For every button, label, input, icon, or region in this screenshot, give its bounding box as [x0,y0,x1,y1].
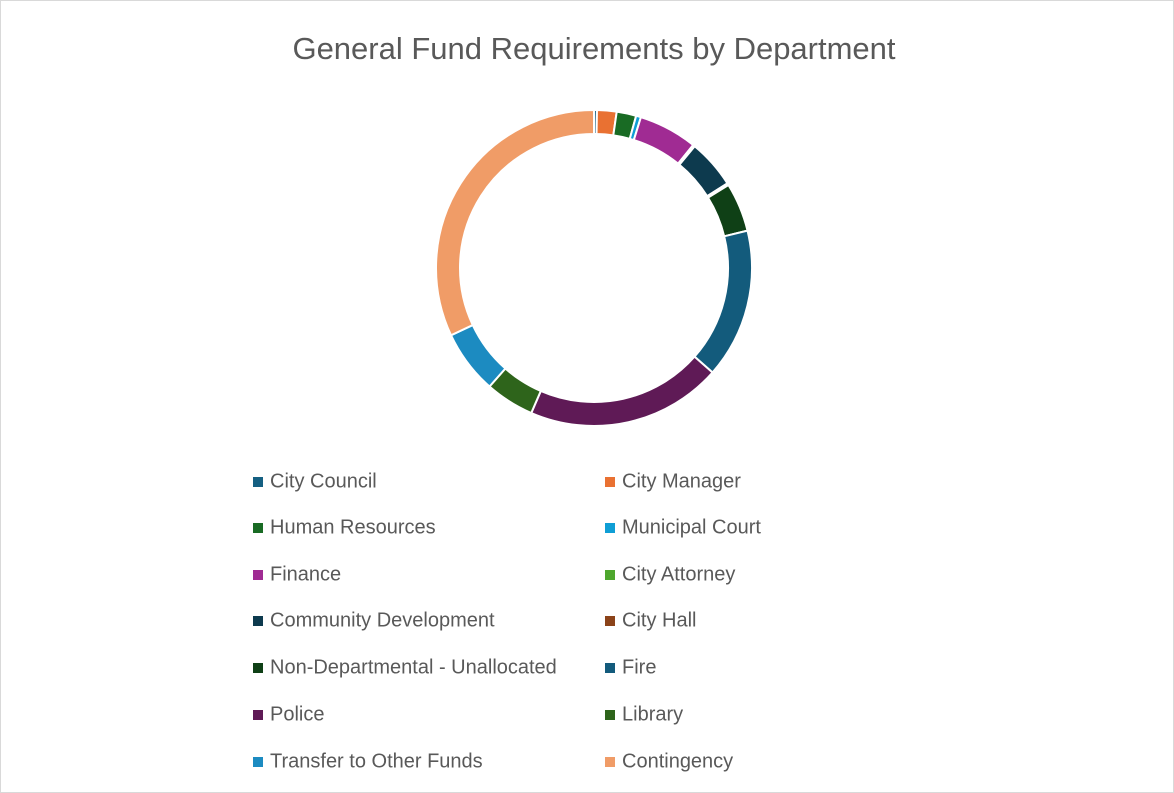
legend-marker [605,710,615,720]
legend-label: Library [622,703,683,725]
legend-marker [605,757,615,767]
legend-label: City Hall [622,609,696,631]
legend-marker [605,570,615,580]
legend-label: City Council [270,470,377,492]
chart-title: General Fund Requirements by Department [292,31,895,66]
legend-label: City Manager [622,470,741,492]
legend-marker [605,523,615,533]
legend-label: Police [270,703,324,725]
legend-label: City Attorney [622,563,735,585]
legend-label: Fire [622,656,656,678]
legend-label: Finance [270,563,341,585]
legend-label: Community Development [270,609,495,631]
legend-label: Municipal Court [622,516,761,538]
legend-label: Contingency [622,750,733,772]
legend-marker [253,710,263,720]
legend-marker [605,477,615,487]
legend-marker [605,663,615,673]
donut-segment [435,108,595,337]
legend-marker [253,663,263,673]
legend-marker [253,616,263,626]
legend-marker [253,523,263,533]
legend-label: Transfer to Other Funds [270,750,483,772]
legend-label: Non-Departmental - Unallocated [270,656,557,678]
legend-marker [253,757,263,767]
legend-marker [253,570,263,580]
legend-marker [605,616,615,626]
legend-marker [253,477,263,487]
legend-label: Human Resources [270,516,436,538]
